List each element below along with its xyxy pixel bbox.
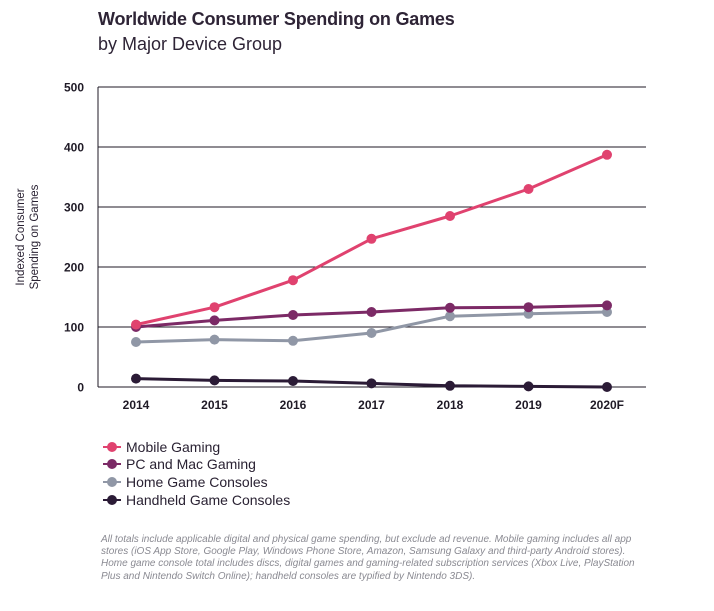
y-axis-label: Spending on Games [29, 184, 41, 289]
data-point-mobile-gaming [366, 233, 377, 244]
x-tick-label: 2020F [590, 398, 624, 412]
data-point-home-game-consoles [445, 311, 455, 322]
legend-item-mobile-gaming: Mobile Gaming [103, 438, 290, 456]
y-tick-label: 400 [64, 141, 84, 155]
chart-subtitle: by Major Device Group [98, 34, 283, 54]
line-chart: 0 100 200 300 400 500 2014 2015 2016 2017 2018 2019… [15, 81, 646, 412]
legend-item-pc-and-mac-gaming: PC and Mac Gaming [103, 456, 290, 474]
legend-label: PC and Mac Gaming [126, 456, 256, 473]
y-axis-label: Indexed Consumer [15, 188, 27, 285]
data-point-handheld-game-consoles [366, 378, 377, 389]
data-point-home-game-consoles [366, 328, 377, 338]
chart-legend: Mobile Gaming PC and Mac Gaming Home Game … [103, 438, 290, 508]
legend-item-handheld-game-consoles: Handheld Game Consoles [103, 491, 290, 509]
data-point-handheld-game-consoles [209, 375, 220, 386]
legend-label: Mobile Gaming [126, 438, 221, 455]
data-point-mobile-gaming [209, 302, 220, 313]
x-tick-label: 2018 [437, 398, 464, 412]
data-point-pc-and-mac-gaming [602, 300, 612, 311]
x-tick-label: 2017 [358, 398, 385, 412]
y-tick-label: 500 [64, 81, 84, 95]
data-point-handheld-game-consoles [445, 380, 455, 391]
chart-footnote: All totals include applicable digital an… [101, 534, 635, 582]
legend-swatch [103, 438, 121, 455]
legend-label: Handheld Game Consoles [126, 491, 291, 508]
y-tick-label: 200 [64, 261, 84, 275]
x-tick-label: 2019 [515, 398, 542, 412]
data-point-pc-and-mac-gaming [445, 302, 455, 313]
data-point-mobile-gaming [131, 319, 141, 330]
legend-swatch [103, 491, 121, 508]
data-point-pc-and-mac-gaming [209, 315, 220, 326]
data-point-handheld-game-consoles [288, 376, 298, 386]
data-point-mobile-gaming [523, 184, 534, 194]
chart-title: Worldwide Consumer Spending on Games [98, 9, 455, 29]
y-tick-label: 100 [64, 321, 84, 335]
data-point-pc-and-mac-gaming [366, 307, 377, 317]
legend-label: Home Game Consoles [126, 473, 268, 490]
data-point-home-game-consoles [209, 334, 220, 345]
y-tick-label: 300 [64, 201, 84, 215]
data-point-handheld-game-consoles [602, 382, 612, 392]
y-tick-label: 0 [77, 381, 84, 395]
x-tick-label: 2015 [201, 398, 228, 412]
data-point-handheld-game-consoles [131, 373, 141, 384]
data-point-mobile-gaming [602, 149, 612, 160]
data-point-home-game-consoles [288, 335, 298, 346]
data-point-pc-and-mac-gaming [288, 310, 298, 320]
legend-item-home-game-consoles: Home Game Consoles [103, 473, 290, 491]
data-point-handheld-game-consoles [523, 381, 534, 392]
legend-swatch [103, 456, 121, 473]
x-tick-label: 2016 [280, 398, 307, 412]
data-point-pc-and-mac-gaming [523, 302, 534, 313]
data-point-mobile-gaming [445, 211, 455, 221]
x-tick-label: 2014 [123, 398, 150, 412]
data-point-home-game-consoles [131, 337, 141, 347]
data-point-mobile-gaming [288, 275, 298, 286]
legend-swatch [103, 473, 121, 490]
